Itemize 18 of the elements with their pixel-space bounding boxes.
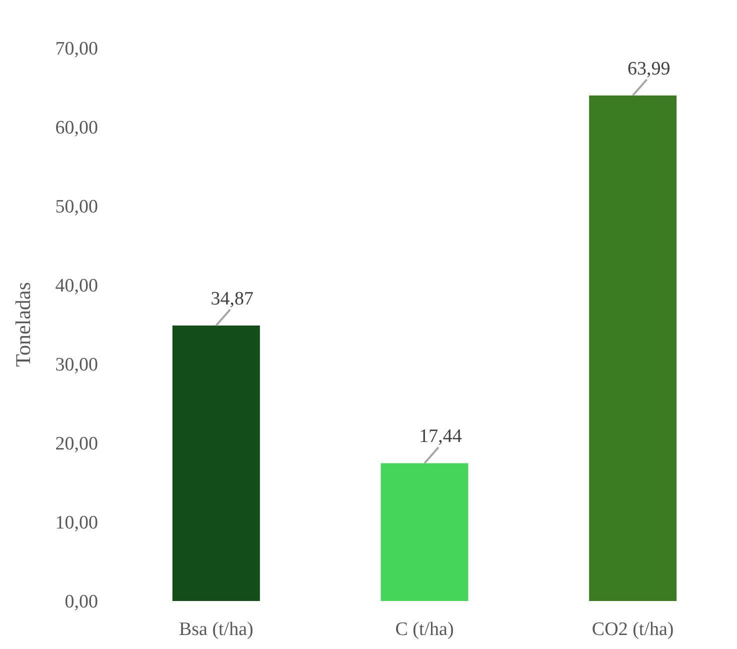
- bar: [172, 326, 260, 601]
- x-tick-label: CO2 (t/ha): [592, 619, 674, 640]
- data-label: 34,87: [210, 288, 254, 310]
- y-tick-label: 20,00: [55, 434, 98, 455]
- data-label: 63,99: [627, 58, 670, 80]
- y-tick-label: 60,00: [55, 118, 98, 139]
- y-tick-label: 40,00: [55, 276, 98, 297]
- y-tick-label: 50,00: [55, 196, 98, 218]
- y-axis-title: Toneladas: [11, 282, 35, 367]
- y-tick-label: 0,00: [64, 592, 98, 613]
- x-tick-label: Bsa (t/ha): [178, 619, 254, 640]
- x-tick-label: C (t/ha): [395, 619, 454, 640]
- data-label: 17,44: [419, 426, 462, 448]
- bar: [589, 95, 677, 601]
- bar: [380, 463, 468, 601]
- y-tick-label: 10,00: [55, 512, 98, 534]
- y-tick-label: 70,00: [55, 38, 98, 60]
- y-tick-label: 30,00: [55, 354, 98, 376]
